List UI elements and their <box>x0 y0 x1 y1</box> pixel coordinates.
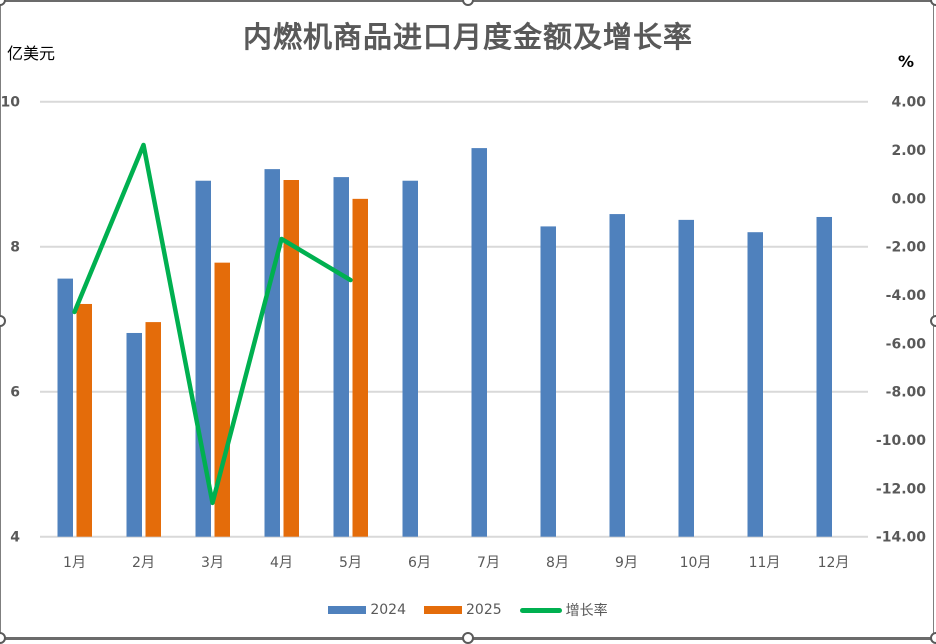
resize-handle-mid-left[interactable] <box>0 315 6 327</box>
category-label: 1月 <box>63 555 86 571</box>
resize-handle-top-right[interactable] <box>930 0 936 6</box>
resize-handle-bottom-left[interactable] <box>0 632 6 644</box>
legend-label-2025: 2025 <box>466 602 502 618</box>
resize-handle-bottom-right[interactable] <box>930 632 936 644</box>
right-axis-tick: 2.00 <box>891 143 926 159</box>
bar-2024[interactable] <box>57 278 74 537</box>
category-label: 8月 <box>546 555 569 571</box>
right-axis-tick: -14.00 <box>876 530 926 546</box>
right-axis-tick: -10.00 <box>876 433 926 449</box>
bar-2024[interactable] <box>264 169 281 537</box>
right-axis-tick: 4.00 <box>891 95 926 111</box>
legend-swatch-2024 <box>328 606 367 614</box>
resize-handle-top-center[interactable] <box>462 0 474 6</box>
bar-2025[interactable] <box>352 198 369 537</box>
category-label: 2月 <box>132 555 155 571</box>
right-axis-tick: -4.00 <box>886 288 927 304</box>
legend[interactable]: 2024 2025 增长率 <box>0 600 936 620</box>
right-axis-tick: -6.00 <box>886 336 927 352</box>
right-axis-tick: -8.00 <box>886 385 927 401</box>
bar-2025[interactable] <box>145 322 162 537</box>
legend-label-2024: 2024 <box>370 602 406 618</box>
right-axis-unit: % <box>898 52 915 71</box>
category-label: 3月 <box>201 555 224 571</box>
bar-2024[interactable] <box>678 219 695 537</box>
legend-swatch-growth <box>519 607 562 613</box>
bar-2024[interactable] <box>402 180 419 537</box>
legend-item-growth[interactable]: 增长率 <box>519 600 608 620</box>
left-axis-tick: 6 <box>10 385 20 401</box>
bar-2025[interactable] <box>76 303 93 537</box>
category-label: 9月 <box>615 555 638 571</box>
bar-2025[interactable] <box>214 262 231 537</box>
left-axis-tick: 8 <box>10 240 20 256</box>
legend-item-2025[interactable]: 2025 <box>424 602 502 618</box>
legend-swatch-2025 <box>424 606 462 614</box>
resize-handle-mid-right[interactable] <box>930 315 936 327</box>
chart-title[interactable]: 内燃机商品进口月度金额及增长率 <box>242 20 693 54</box>
legend-item-2024[interactable]: 2024 <box>328 602 406 618</box>
bar-2024[interactable] <box>126 332 143 537</box>
category-label: 11月 <box>749 555 781 571</box>
bar-2024[interactable] <box>816 216 833 537</box>
resize-handle-top-left[interactable] <box>0 0 6 6</box>
left-axis-tick: 10 <box>1 95 21 111</box>
bar-2024[interactable] <box>195 180 212 537</box>
bar-2025[interactable] <box>283 180 300 537</box>
bar-2024[interactable] <box>333 177 350 537</box>
bar-2024[interactable] <box>540 226 557 537</box>
right-axis-tick: -2.00 <box>886 240 927 256</box>
resize-handle-bottom-center[interactable] <box>462 632 474 644</box>
category-label: 4月 <box>270 555 293 571</box>
legend-label-growth: 增长率 <box>565 603 608 619</box>
bar-2024[interactable] <box>609 214 626 537</box>
right-axis-tick: -12.00 <box>876 481 926 497</box>
growth-rate-line[interactable] <box>72 142 353 506</box>
category-label: 6月 <box>408 555 431 571</box>
category-label: 12月 <box>818 555 850 571</box>
bar-2024[interactable] <box>747 232 764 537</box>
category-label: 7月 <box>477 555 500 571</box>
right-axis-tick: 0.00 <box>891 191 926 207</box>
category-label: 10月 <box>680 555 712 571</box>
bar-2024[interactable] <box>471 148 488 537</box>
left-axis-unit: 亿美元 <box>7 44 56 63</box>
left-axis-tick: 4 <box>10 530 20 546</box>
category-label: 5月 <box>339 555 362 571</box>
